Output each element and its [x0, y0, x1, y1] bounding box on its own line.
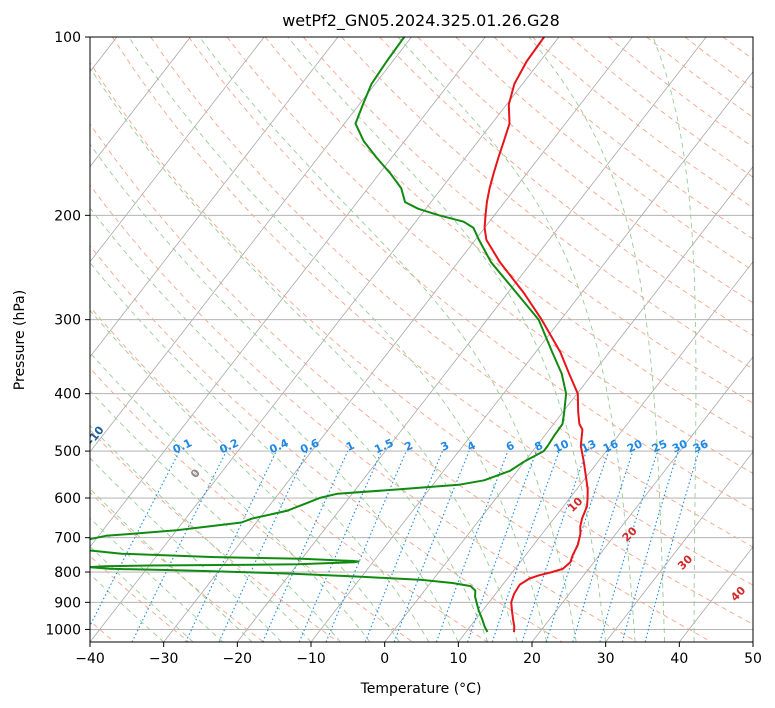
dry-adiabat-line	[379, 37, 753, 337]
isotherm-line	[605, 451, 753, 642]
dry-adiabat-line	[608, 37, 753, 148]
isotherm-line	[457, 261, 753, 642]
x-tick-label: −20	[223, 651, 253, 667]
mixing-ratio-label: 10	[552, 437, 572, 455]
isotherm-line	[531, 356, 753, 642]
moist-adiabat-line	[90, 67, 518, 642]
isotherm-line	[90, 37, 412, 453]
y-tick-label: 800	[54, 565, 81, 581]
moist-adiabat-line	[90, 457, 282, 642]
plot-frame	[89, 36, 754, 643]
y-tick-label: 600	[54, 491, 81, 507]
isotherm-line	[90, 37, 486, 548]
dry-adiabat-line	[493, 37, 753, 240]
y-tick-label: 500	[54, 444, 81, 460]
x-tick-label: 30	[597, 651, 615, 667]
dewpoint-profile-line	[90, 37, 568, 633]
moist-adiabat-line	[397, 37, 636, 642]
y-tick-label: 100	[54, 30, 81, 46]
x-tick-label: −30	[149, 651, 179, 667]
dry-adiabat-line	[150, 37, 753, 548]
mixing-ratio-label: 36	[691, 437, 711, 455]
mixing-ratio-line	[491, 450, 560, 642]
mixing-ratio-label: 20	[625, 437, 645, 455]
dry-adiabat-line	[570, 37, 753, 178]
moist-adiabat-line	[90, 517, 223, 642]
mixing-ratio-line	[325, 450, 407, 642]
x-tick-label: 50	[744, 651, 762, 667]
mixing-ratio-label: 30	[670, 437, 690, 455]
dry-adiabat-line	[90, 245, 563, 642]
y-tick-label: 300	[54, 313, 81, 329]
x-tick-label: 10	[449, 651, 467, 667]
moist-adiabat-line	[528, 37, 666, 642]
mixing-ratio-line	[599, 450, 659, 642]
x-tick-label: −40	[75, 651, 105, 667]
mixing-ratio-line	[393, 450, 470, 642]
mixing-ratio-label: 13	[579, 437, 598, 455]
dry-adiabat-line	[264, 37, 753, 439]
isotherm-line	[310, 71, 753, 642]
profile-lines	[90, 37, 589, 633]
isotherm-line	[90, 37, 265, 263]
dry-adiabat-line	[112, 37, 753, 586]
dry-adiabat-line	[417, 37, 753, 304]
moist-adiabat-line	[652, 37, 697, 642]
isotherm-line	[384, 166, 753, 642]
y-tick-label: 700	[54, 531, 81, 547]
x-tick-label: −10	[296, 651, 326, 667]
mixing-ratio-line	[644, 450, 700, 642]
axes: −40 −30 −20 −10 0 10 20 30 40 50 100 200 300 400 500 60…	[45, 30, 762, 667]
dry-adiabat-line	[302, 37, 753, 404]
moist-adiabat-line	[90, 488, 253, 642]
isotherm-line	[90, 37, 560, 642]
moist-adiabat-line	[128, 37, 548, 642]
temperature-profile-line	[483, 37, 589, 633]
mixing-ratio-label: 16	[601, 437, 621, 455]
moist-adiabat-line	[90, 309, 400, 642]
mixing-ratio-line	[131, 450, 227, 642]
y-tick-label: 1000	[45, 622, 81, 638]
y-tick-label: 200	[54, 208, 81, 224]
mixing-ratio-line	[572, 450, 634, 642]
chart-title: wetPf2_GN05.2024.325.01.26.G28	[282, 11, 560, 31]
dry-adiabat-line	[188, 37, 753, 511]
dry-adiabat-line	[90, 184, 638, 642]
x-tick-label: 20	[523, 651, 541, 667]
x-tick-label: 0	[380, 651, 389, 667]
moist-adiabat-line	[90, 262, 430, 642]
mixing-ratio-line	[621, 450, 679, 642]
moist-adiabat-line	[90, 143, 489, 642]
y-axis-label: Pressure (hPa)	[12, 290, 28, 390]
dry-adiabat-line	[90, 61, 753, 625]
moist-adiabat-line	[199, 37, 577, 642]
mixing-ratio-line	[466, 450, 538, 642]
dry-adiabat-line	[90, 123, 712, 642]
moist-adiabat-line	[90, 351, 371, 642]
mixing-ratio-line	[521, 450, 588, 642]
moist-adiabat-line	[287, 37, 607, 642]
isotherm-line	[90, 37, 191, 168]
isotherm-line	[236, 37, 707, 642]
dry-adiabat-line	[90, 491, 264, 642]
mixing-ratio-label: 25	[650, 437, 669, 455]
mixing-ratio-line	[545, 450, 610, 642]
mixing-ratio-line	[364, 450, 444, 642]
y-tick-label: 900	[54, 595, 81, 611]
x-axis-label: Temperature (°C)	[360, 681, 482, 697]
isotherm-line	[90, 37, 339, 358]
moist-adiabat-line	[90, 207, 459, 642]
mixing-ratio-line	[435, 450, 509, 642]
y-tick-label: 400	[54, 387, 81, 403]
x-tick-label: 40	[670, 651, 688, 667]
dry-adiabat-line	[90, 306, 488, 642]
isotherm-line	[163, 37, 633, 642]
